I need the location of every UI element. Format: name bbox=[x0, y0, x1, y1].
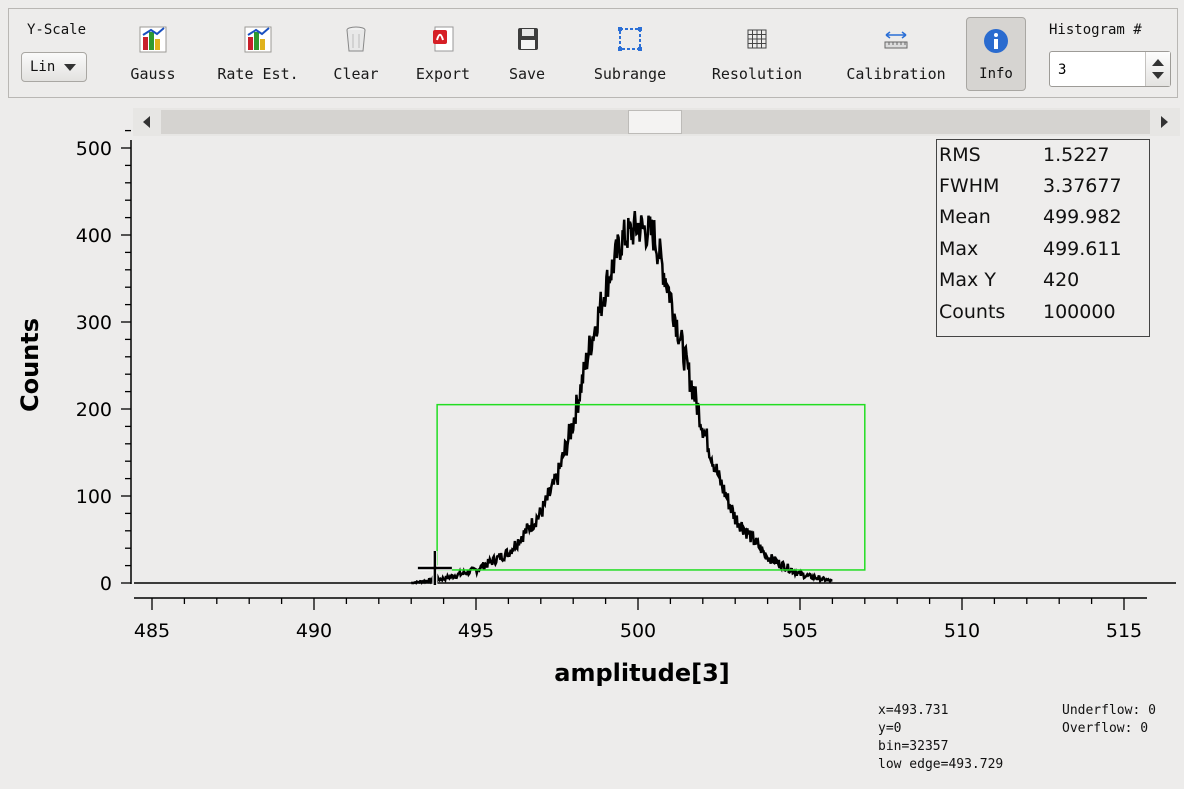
histogram-spinbox bbox=[1049, 51, 1171, 87]
rate-est-button[interactable]: Rate Est. bbox=[209, 9, 307, 99]
stats-box: RMS 1.5227 FWHM 3.37677 Mean 499.982 Max 499… bbox=[936, 139, 1150, 337]
cursor-x-readout: x=493.731 bbox=[878, 703, 949, 718]
y-tick-label: 400 bbox=[76, 225, 112, 247]
y-tick-label: 100 bbox=[76, 486, 112, 508]
y-axis-label: Counts bbox=[16, 318, 44, 412]
yscale-select[interactable]: Lin bbox=[21, 52, 87, 82]
stat-key: Max bbox=[939, 238, 979, 260]
floppy-disk-icon bbox=[513, 25, 541, 53]
clear-button[interactable]: Clear bbox=[326, 9, 386, 99]
scroll-left-arrow-icon[interactable] bbox=[143, 116, 150, 128]
subrange-label: Subrange bbox=[593, 65, 667, 83]
bar-chart-icon bbox=[244, 25, 272, 53]
stat-value: 499.611 bbox=[1043, 238, 1122, 260]
y-tick-label: 200 bbox=[76, 399, 112, 421]
save-label: Save bbox=[508, 65, 546, 83]
chevron-up-icon[interactable] bbox=[1152, 59, 1164, 66]
scroll-thumb[interactable] bbox=[628, 110, 682, 134]
cursor-bin-readout: bin=32357 bbox=[878, 739, 949, 754]
underflow-readout: Underflow: 0 bbox=[1062, 703, 1156, 718]
cursor-y-readout: y=0 bbox=[878, 721, 902, 736]
export-label: Export bbox=[415, 65, 471, 83]
x-tick-label: 510 bbox=[944, 620, 980, 642]
chevron-down-icon[interactable] bbox=[1152, 72, 1164, 79]
calibration-button[interactable]: Calibration bbox=[837, 9, 955, 99]
chevron-down-icon bbox=[64, 64, 76, 71]
grid-icon bbox=[743, 25, 771, 53]
pdf-export-icon bbox=[429, 25, 457, 53]
overflow-readout: Overflow: 0 bbox=[1062, 721, 1149, 736]
x-tick-label: 505 bbox=[782, 620, 818, 642]
x-tick-label: 490 bbox=[296, 620, 332, 642]
x-tick-label: 515 bbox=[1106, 620, 1142, 642]
ruler-icon bbox=[882, 25, 910, 53]
stat-key: Max Y bbox=[939, 269, 996, 291]
calibration-label: Calibration bbox=[846, 65, 946, 83]
save-button[interactable]: Save bbox=[499, 9, 555, 99]
toolbar: Y-Scale Lin Gauss Rate Est. Clear Export… bbox=[8, 8, 1178, 98]
info-icon bbox=[982, 27, 1010, 59]
histogram-number-input[interactable] bbox=[1056, 58, 1130, 82]
info-label: Info bbox=[979, 66, 1013, 82]
x-tick-label: 495 bbox=[458, 620, 494, 642]
export-button[interactable]: Export bbox=[402, 9, 484, 99]
stat-value: 499.982 bbox=[1043, 206, 1122, 228]
stat-value: 3.37677 bbox=[1043, 175, 1122, 197]
stat-key: Counts bbox=[939, 301, 1006, 323]
yscale-value: Lin bbox=[30, 59, 56, 75]
y-tick-label: 500 bbox=[76, 138, 112, 160]
histogram-curve bbox=[411, 210, 833, 585]
y-tick-label: 300 bbox=[76, 312, 112, 334]
subrange-button[interactable]: Subrange bbox=[585, 9, 675, 99]
trash-can-icon bbox=[342, 25, 370, 53]
scroll-right-arrow-icon[interactable] bbox=[1161, 116, 1168, 128]
subrange-box[interactable] bbox=[436, 403, 866, 571]
histogram-label: Histogram # bbox=[1049, 22, 1142, 38]
gauss-button[interactable]: Gauss bbox=[121, 9, 185, 99]
stat-key: FWHM bbox=[939, 175, 1000, 197]
yscale-label: Y-Scale bbox=[27, 22, 87, 38]
horizontal-scrollbar[interactable] bbox=[133, 108, 1180, 136]
stat-key: Mean bbox=[939, 206, 991, 228]
cursor-low-edge-readout: low edge=493.729 bbox=[878, 757, 1004, 772]
resolution-button[interactable]: Resolution bbox=[701, 9, 813, 99]
bar-chart-icon bbox=[139, 25, 167, 53]
x-tick-label: 485 bbox=[134, 620, 170, 642]
x-axis-label: amplitude[3] bbox=[554, 659, 730, 687]
stat-key: RMS bbox=[939, 144, 981, 166]
x-tick-label: 500 bbox=[620, 620, 656, 642]
clear-label: Clear bbox=[333, 65, 379, 83]
stat-value: 100000 bbox=[1043, 301, 1116, 323]
resolution-label: Resolution bbox=[711, 65, 803, 83]
stat-value: 420 bbox=[1043, 269, 1080, 291]
stat-value: 1.5227 bbox=[1043, 144, 1110, 166]
info-button[interactable]: Info bbox=[966, 17, 1026, 91]
y-tick-label: 0 bbox=[100, 573, 112, 595]
rate-est-label: Rate Est. bbox=[217, 65, 299, 83]
crosshair-cursor-icon bbox=[417, 551, 452, 585]
gauss-label: Gauss bbox=[130, 65, 176, 83]
dashed-rectangle-icon bbox=[616, 25, 644, 53]
histogram-stepper[interactable] bbox=[1145, 52, 1170, 86]
